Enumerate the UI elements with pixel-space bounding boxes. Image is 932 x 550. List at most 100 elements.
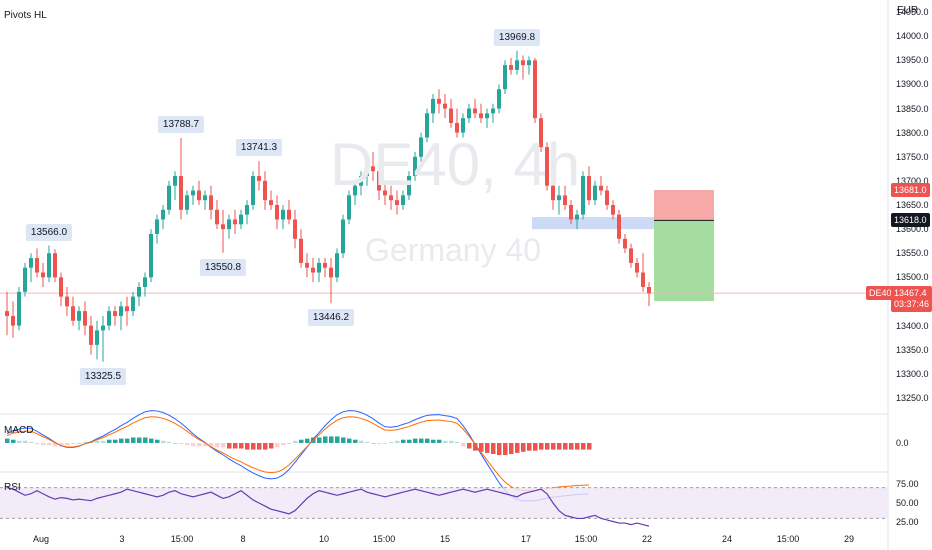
time-tick-label: Aug — [32, 534, 50, 544]
macd-histogram-bar — [233, 443, 238, 449]
candle-body — [221, 224, 225, 230]
macd-histogram-bar — [113, 439, 118, 443]
signal-line — [6, 416, 590, 492]
candle-body — [437, 98, 441, 104]
candle-body — [257, 176, 261, 181]
macd-histogram-bar — [551, 443, 556, 450]
macd-histogram-bar — [5, 438, 10, 443]
pivot-high-label: 13566.0 — [25, 223, 73, 241]
macd-histogram-bar — [197, 443, 202, 447]
candle-body — [215, 209, 219, 225]
candle-body — [413, 156, 417, 177]
price-tick-label: 13750.0 — [896, 151, 929, 162]
candle-body — [275, 205, 279, 220]
macd-histogram-bar — [329, 436, 334, 443]
price-tick-label: 13850.0 — [896, 103, 929, 114]
rsi-line — [6, 486, 650, 527]
macd-line — [6, 410, 590, 502]
macd-histogram-bar — [341, 437, 346, 443]
macd-histogram-bar — [281, 443, 286, 446]
candle-body — [533, 60, 537, 119]
macd-histogram-bar — [395, 440, 400, 443]
candle-body — [35, 258, 39, 273]
candle-body — [455, 123, 459, 133]
macd-histogram-bar — [179, 443, 184, 445]
macd-histogram-bar — [557, 443, 562, 450]
candle-body — [197, 190, 201, 201]
candle-body — [449, 108, 453, 123]
candle-body — [317, 262, 321, 273]
candle-body — [83, 311, 87, 326]
time-tick-label: 17 — [520, 534, 532, 544]
macd-histogram-bar — [443, 440, 448, 443]
candle-body — [131, 296, 135, 312]
candle-body — [311, 267, 315, 273]
macd-histogram-bar — [71, 443, 76, 445]
candle-body — [473, 108, 477, 114]
candle-body — [347, 195, 351, 220]
macd-histogram-bar — [119, 438, 124, 443]
macd-histogram-bar — [149, 438, 154, 443]
macd-histogram-bar — [293, 440, 298, 443]
price-tag: 13681.0 — [891, 183, 930, 198]
candle-body — [89, 325, 93, 345]
candle-body — [359, 176, 363, 186]
macd-histogram-bar — [305, 438, 310, 443]
macd-histogram-bar — [143, 437, 148, 443]
macd-histogram-bar — [161, 440, 166, 443]
macd-histogram-bar — [491, 443, 496, 454]
price-tick-label: 13250.0 — [896, 392, 929, 403]
watermark-name: Germany 40 — [365, 232, 542, 268]
time-tick-label: 29 — [843, 534, 855, 544]
rsi-label: RSI — [4, 482, 21, 493]
candle-body — [233, 219, 237, 225]
macd-histogram-bar — [485, 443, 490, 453]
candle-body — [353, 185, 357, 196]
candle-body — [521, 60, 525, 66]
time-tick-label: 3 — [119, 534, 125, 544]
candle-body — [137, 287, 141, 297]
candle-body — [269, 200, 273, 205]
candle-body — [101, 325, 105, 331]
candle-body — [569, 205, 573, 220]
macd-histogram-bar — [575, 443, 580, 450]
macd-histogram-bar — [335, 436, 340, 443]
candle-body — [371, 166, 375, 172]
candle-body — [587, 176, 591, 201]
demand-zone — [532, 217, 658, 230]
macd-histogram-bar — [101, 440, 106, 443]
macd-histogram-bar — [203, 443, 208, 447]
candle-body — [227, 219, 231, 230]
macd-histogram-bar — [419, 438, 424, 443]
macd-histogram-bar — [257, 443, 262, 450]
macd-histogram-bar — [371, 443, 376, 444]
candle-body — [65, 296, 69, 307]
macd-histogram-bar — [167, 441, 172, 443]
macd-histogram-bar — [317, 437, 322, 443]
candle-body — [167, 185, 171, 210]
candle-body — [95, 330, 99, 345]
macd-histogram-bar — [473, 443, 478, 451]
candle-body — [407, 176, 411, 196]
candle-body — [635, 262, 639, 273]
macd-histogram-bar — [83, 441, 88, 443]
macd-histogram-bar — [545, 443, 550, 450]
candle-body — [377, 171, 381, 191]
candle-body — [203, 195, 207, 201]
macd-histogram-bar — [23, 440, 28, 443]
price-tag: 13618.0 — [891, 213, 930, 228]
price-tick-label: 13350.0 — [896, 344, 929, 355]
macd-histogram-bar — [521, 443, 526, 452]
pivot-low-label: 13446.2 — [307, 309, 355, 327]
candle-body — [461, 118, 465, 133]
macd-histogram-bar — [509, 443, 514, 454]
countdown-label: 03:37:46 — [894, 299, 930, 310]
candle-body — [623, 238, 627, 249]
macd-label: MACD — [4, 425, 34, 436]
macd-histogram-bar — [359, 440, 364, 443]
macd-histogram-bar — [461, 443, 466, 447]
macd-histogram-bar — [413, 438, 418, 443]
price-tick-label: 13800.0 — [896, 127, 929, 138]
macd-histogram-bar — [11, 439, 16, 443]
